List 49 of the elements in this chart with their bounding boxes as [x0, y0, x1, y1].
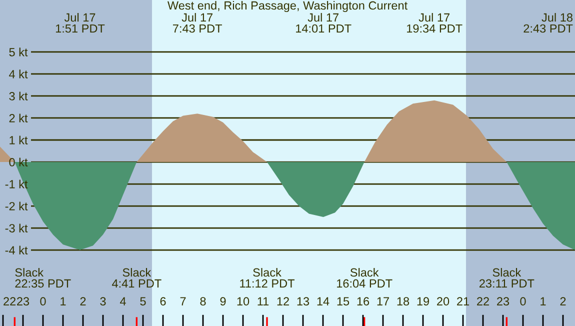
x-tick-label: 19: [417, 297, 430, 306]
x-tick-label: 15: [337, 297, 350, 306]
annotation: Slack 11:12 PDT: [240, 268, 295, 288]
x-tick-label: 10: [237, 297, 250, 306]
annotation: Slack 16:04 PDT: [337, 268, 392, 288]
y-tick-label: -2 kt: [5, 202, 28, 210]
annotation: Slack 22:35 PDT: [15, 268, 71, 288]
annotation: Jul 18 2:43 PDT: [524, 13, 573, 33]
annotation: Jul 17 14:01 PDT: [296, 13, 352, 33]
x-tick-label: 5: [140, 297, 146, 306]
y-tick-label: 2 kt: [9, 114, 28, 122]
x-tick-label: 20: [437, 297, 450, 306]
y-tick-label: 1 kt: [10, 136, 28, 144]
y-tick-label: -1 kt: [5, 180, 28, 188]
annotation: Jul 17 19:34 PDT: [407, 13, 462, 33]
annotation: Slack 4:41 PDT: [112, 268, 162, 288]
annotation: Jul 17 1:51 PDT: [56, 13, 105, 33]
y-tick-label: 3 kt: [9, 92, 28, 100]
x-tick-label: 0: [520, 297, 526, 306]
x-tick-label: 16: [357, 297, 370, 306]
annotation: Slack 23:11 PDT: [479, 268, 534, 288]
x-tick-label: 23: [17, 297, 30, 306]
x-tick-label: 21: [457, 297, 469, 306]
x-tick-label: 11: [258, 297, 269, 306]
x-tick-label: 17: [377, 297, 389, 306]
x-tick-label: 1: [60, 297, 66, 306]
y-tick-label: 4 kt: [9, 70, 28, 78]
x-tick-label: 8: [200, 297, 206, 306]
x-tick-label: 22: [4, 297, 16, 306]
x-tick-label: 22: [477, 297, 489, 306]
x-tick-label: 0: [40, 297, 46, 306]
x-tick-label: 7: [180, 297, 186, 306]
y-tick-label: -4 kt: [5, 246, 28, 254]
x-tick-label: 23: [497, 297, 510, 306]
x-tick-label: 14: [317, 297, 330, 306]
y-tick-label: -3 kt: [5, 224, 28, 232]
annotation: Jul 17 7:43 PDT: [173, 13, 222, 33]
x-tick-label: 4: [120, 297, 126, 306]
x-tick-label: 12: [277, 297, 289, 306]
x-tick-label: 2: [80, 297, 86, 306]
x-tick-label: 18: [397, 297, 410, 306]
x-tick-label: 13: [297, 297, 310, 306]
x-tick-label: 2: [560, 297, 566, 306]
x-tick-label: 6: [160, 297, 166, 306]
x-tick-label: 9: [220, 297, 226, 306]
y-tick-label: 5 kt: [9, 48, 28, 56]
chart-title: West end, Rich Passage, Washington Current: [167, 1, 408, 12]
x-tick-label: 3: [100, 297, 106, 306]
x-tick-label: 1: [540, 297, 546, 306]
